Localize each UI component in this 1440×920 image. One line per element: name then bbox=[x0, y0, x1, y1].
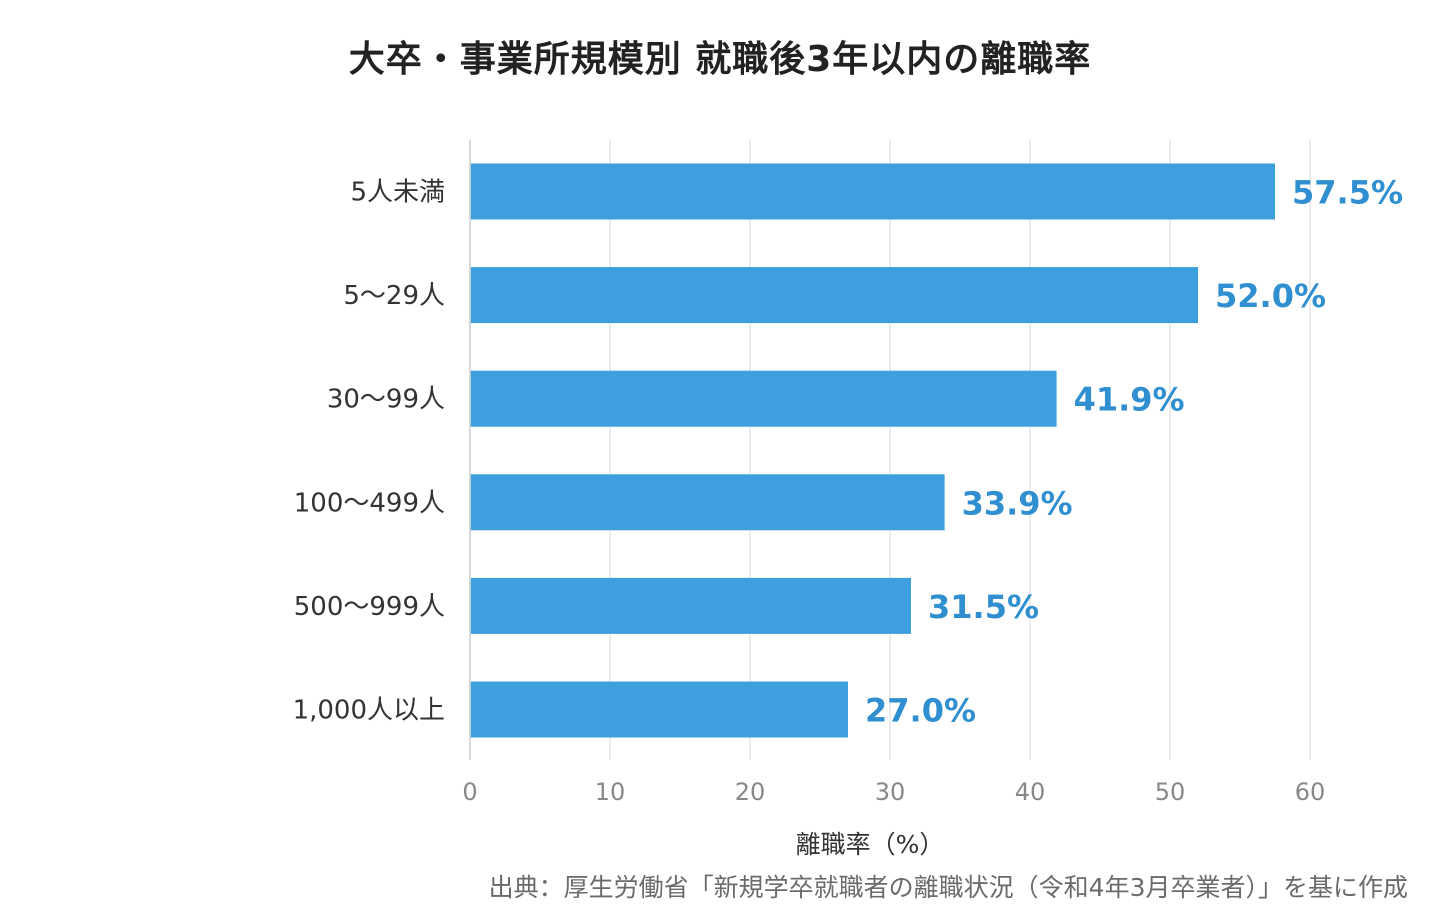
bar bbox=[470, 474, 945, 531]
x-tick-label: 20 bbox=[735, 778, 766, 806]
category-label: 30〜99人 bbox=[327, 385, 445, 415]
x-tick-label: 50 bbox=[1155, 778, 1186, 806]
labels: 0 10 20 30 40 50 60 5人未満 57.5% 5〜29人 52.0% 30〜99人 41… bbox=[293, 174, 1403, 807]
value-label: 27.0% bbox=[865, 692, 976, 730]
value-label: 52.0% bbox=[1215, 277, 1326, 315]
bar bbox=[470, 577, 911, 634]
bar bbox=[470, 163, 1275, 220]
bar bbox=[470, 681, 848, 738]
x-axis-title: 離職率（%） bbox=[796, 830, 945, 859]
bars bbox=[470, 163, 1275, 738]
x-tick-label: 30 bbox=[875, 778, 906, 806]
value-label: 57.5% bbox=[1292, 174, 1403, 212]
chart-title: 大卒・事業所規模別 就職後3年以内の離職率 bbox=[348, 39, 1092, 80]
source-note: 出典：厚生労働省「新規学卒就職者の離職状況（令和4年3月卒業者）」を基に作成 bbox=[488, 873, 1408, 902]
x-tick-label: 10 bbox=[595, 778, 626, 806]
category-label: 500〜999人 bbox=[294, 592, 445, 622]
x-tick-label: 40 bbox=[1015, 778, 1046, 806]
grid-lines bbox=[609, 140, 1311, 760]
bar bbox=[470, 370, 1057, 427]
value-label: 41.9% bbox=[1074, 381, 1185, 419]
value-label: 33.9% bbox=[962, 484, 1073, 522]
category-label: 5人未満 bbox=[350, 178, 445, 208]
value-label: 31.5% bbox=[928, 588, 1039, 626]
bar bbox=[470, 267, 1198, 324]
category-label: 1,000人以上 bbox=[293, 696, 445, 726]
category-label: 100〜499人 bbox=[294, 488, 445, 518]
category-label: 5〜29人 bbox=[343, 281, 445, 311]
x-tick-label: 60 bbox=[1295, 778, 1326, 806]
x-tick-label: 0 bbox=[462, 778, 477, 806]
